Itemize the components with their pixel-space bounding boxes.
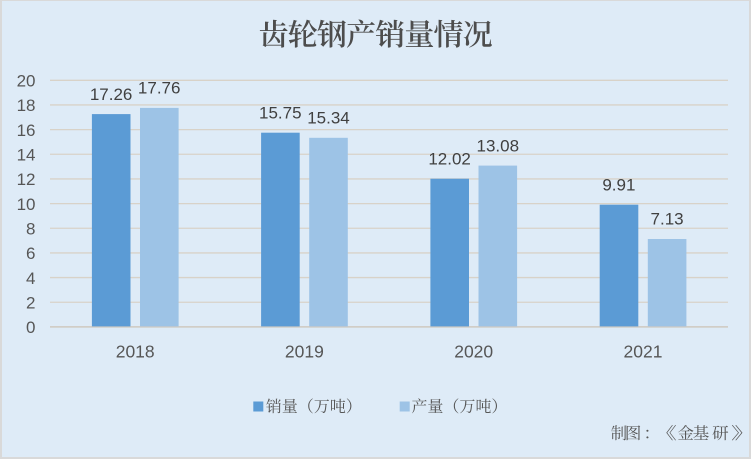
svg-text:16: 16 <box>17 121 36 140</box>
svg-text:20: 20 <box>17 72 36 91</box>
svg-text:0: 0 <box>26 318 35 337</box>
svg-text:12.02: 12.02 <box>428 149 471 168</box>
svg-text:6: 6 <box>26 244 35 263</box>
svg-text:12: 12 <box>17 170 36 189</box>
svg-text:7.13: 7.13 <box>651 210 684 229</box>
svg-text:17.26: 17.26 <box>90 85 133 104</box>
svg-text:2020: 2020 <box>454 341 493 361</box>
svg-text:14: 14 <box>17 146 36 165</box>
svg-text:8: 8 <box>26 220 35 239</box>
svg-text:2018: 2018 <box>116 341 155 361</box>
svg-text:10: 10 <box>17 195 36 214</box>
svg-text:15.75: 15.75 <box>259 103 302 122</box>
svg-text:17.76: 17.76 <box>138 79 181 98</box>
svg-text:2021: 2021 <box>624 341 663 361</box>
svg-text:18: 18 <box>17 96 36 115</box>
svg-text:9.91: 9.91 <box>602 175 635 194</box>
svg-text:15.34: 15.34 <box>307 109 350 128</box>
svg-text:13.08: 13.08 <box>477 136 520 155</box>
svg-text:2019: 2019 <box>285 341 324 361</box>
svg-text:2: 2 <box>26 293 35 312</box>
svg-text:4: 4 <box>26 269 35 288</box>
